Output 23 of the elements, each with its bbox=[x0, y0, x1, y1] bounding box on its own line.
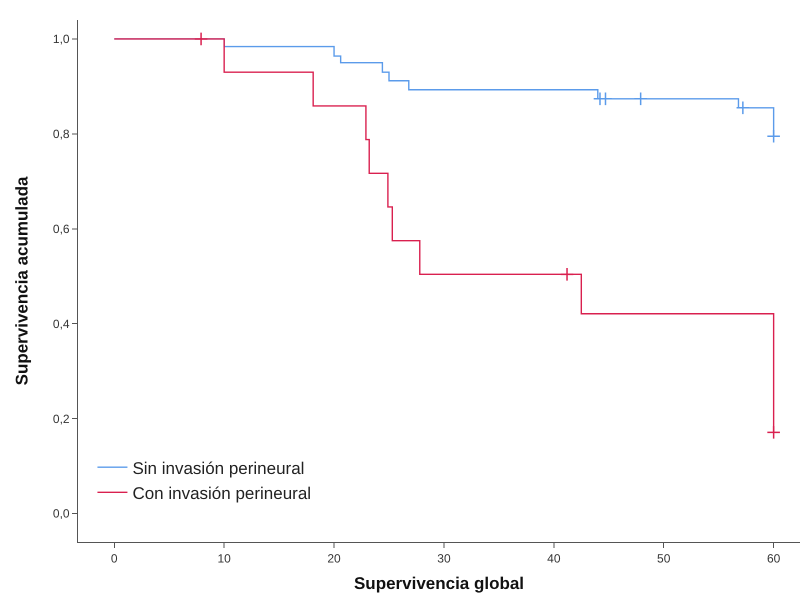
x-tick-label: 0 bbox=[110, 551, 118, 566]
x-axis-title: Supervivencia global bbox=[354, 574, 524, 593]
point bbox=[194, 32, 208, 46]
y-tick-label: 0,0 bbox=[52, 506, 70, 521]
x-tick-label: 20 bbox=[327, 551, 342, 566]
y-tick-label: 1,0 bbox=[52, 32, 70, 46]
x-tick-label: 60 bbox=[766, 551, 781, 566]
x-tick-label: 30 bbox=[437, 551, 451, 566]
point bbox=[736, 100, 750, 115]
legend-label: Sin invasión perineural bbox=[132, 458, 304, 478]
point bbox=[766, 129, 781, 144]
y-tick-label: 0,6 bbox=[52, 222, 70, 236]
x-tick-label: 50 bbox=[657, 551, 671, 566]
y-tick-label: 0,2 bbox=[52, 412, 70, 426]
y-tick-label: 0,4 bbox=[52, 316, 70, 331]
x-tick-label: 10 bbox=[217, 551, 232, 566]
point bbox=[634, 92, 648, 106]
point bbox=[560, 267, 574, 282]
y-tick-label: 0,8 bbox=[52, 127, 70, 142]
legend-label: Con invasión perineural bbox=[132, 484, 312, 503]
x-tick-label: 40 bbox=[547, 551, 561, 566]
y-axis-title: Supervivencia acumulada bbox=[12, 176, 32, 386]
point bbox=[766, 425, 781, 440]
